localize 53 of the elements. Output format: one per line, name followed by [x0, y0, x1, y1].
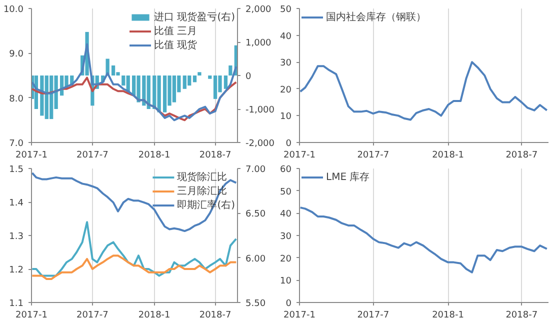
- y-tick-label: 20: [280, 85, 292, 96]
- y-tick-label: 1.4: [9, 198, 24, 208]
- y2-tick-label: 6.00: [246, 254, 266, 264]
- y-tick-label: 50: [280, 5, 292, 15]
- x-tick-label: 2017-7: [357, 310, 390, 320]
- y-tick-label: 8.0: [9, 94, 24, 104]
- legend-label: 现货除汇比: [177, 170, 228, 184]
- x-tick-label: 2018-7: [506, 310, 538, 320]
- y-tick-label: 50: [280, 187, 292, 198]
- x-tick-label: 2018-7: [506, 150, 538, 160]
- y-tick-label: 40: [280, 210, 292, 220]
- legend-label: 进口 现货盈亏(右): [154, 10, 235, 24]
- x-tick-label: 2018-1: [432, 150, 464, 160]
- legend-label: 比值 现货: [154, 38, 198, 52]
- y-tick-label: 9.0: [9, 50, 24, 60]
- legend-label: 比值 三月: [154, 24, 198, 38]
- y-tick-label: 10.0: [3, 5, 24, 15]
- y-tick-label: 0: [286, 299, 292, 309]
- y2-tick-label: -2,000: [246, 139, 275, 149]
- y2-tick-label: -1,000: [246, 106, 275, 116]
- x-tick-label: 2017-7: [357, 150, 390, 160]
- y-tick-label: 40: [280, 32, 292, 42]
- y-tick-label: 7.0: [9, 139, 24, 149]
- y2-tick-label: 0: [246, 72, 252, 82]
- x-tick-label: 2017-1: [284, 310, 316, 320]
- y2-tick-label: 7.00: [246, 165, 266, 175]
- x-tick-label: 2017-7: [76, 150, 108, 160]
- y-tick-label: 1.3: [9, 232, 24, 242]
- y2-tick-label: 2,000: [246, 5, 272, 15]
- y-tick-label: 1.5: [9, 165, 24, 175]
- x-tick-label: 2018-7: [199, 150, 232, 160]
- y-tick-label: 60: [280, 165, 292, 175]
- x-tick-label: 2018-1: [432, 310, 464, 320]
- legend-label: 国内社会库存（钢联）: [326, 10, 426, 24]
- y-tick-label: 0: [286, 139, 292, 149]
- y-tick-label: 10: [280, 276, 292, 287]
- y-tick-label: 30: [280, 232, 292, 242]
- y-tick-label: 10: [280, 112, 292, 122]
- x-tick-label: 2018-1: [138, 150, 170, 160]
- y2-tick-label: 1,000: [246, 38, 272, 48]
- x-tick-label: 2017-1: [16, 150, 48, 160]
- x-tick-label: 2017-1: [16, 310, 48, 320]
- y2-tick-label: 6.50: [246, 210, 266, 220]
- legend-label: LME 库存: [326, 170, 370, 184]
- x-tick-label: 2018-1: [138, 310, 170, 320]
- y-tick-label: 20: [280, 254, 292, 264]
- y-tick-label: 1.1: [9, 299, 24, 309]
- x-tick-label: 2018-7: [199, 310, 232, 320]
- y-tick-label: 1.2: [9, 266, 24, 276]
- y-tick-label: 30: [280, 58, 292, 69]
- x-tick-label: 2017-1: [284, 150, 316, 160]
- y2-tick-label: 5.50: [246, 299, 266, 309]
- x-tick-label: 2017-7: [76, 310, 108, 320]
